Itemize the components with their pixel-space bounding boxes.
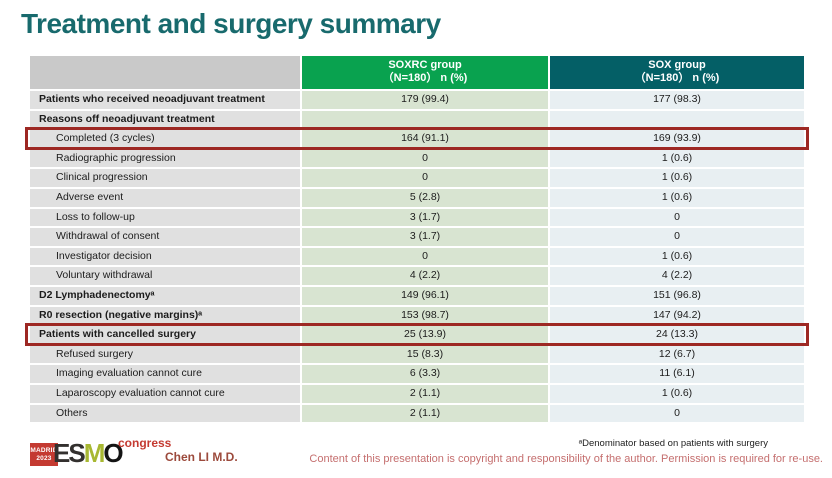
table-row: Loss to follow-up 3 (1.7) 0 [30, 208, 804, 227]
row-label: Radiographic progression [30, 149, 300, 168]
sox-value: 0 [550, 404, 804, 423]
row-label: Reasons off neoadjuvant treatment [30, 110, 300, 129]
sox-value: 151 (96.8) [550, 286, 804, 305]
copyright-notice: Content of this presentation is copyrigh… [309, 453, 823, 465]
sox-value [550, 110, 804, 129]
soxrc-value: 5 (2.8) [302, 188, 548, 207]
sox-value: 177 (98.3) [550, 91, 804, 109]
presenter-name: Chen LI M.D. [165, 450, 238, 464]
sox-value: 169 (93.9) [550, 130, 804, 148]
sox-value: 12 (6.7) [550, 345, 804, 364]
sox-value: 1 (0.6) [550, 169, 804, 187]
soxrc-value: 25 (13.9) [302, 326, 548, 344]
row-label: Voluntary withdrawal [30, 267, 300, 285]
soxrc-value: 164 (91.1) [302, 130, 548, 148]
row-label: Patients who received neoadjuvant treatm… [30, 91, 300, 109]
row-label: Others [30, 404, 300, 423]
header-cell-soxrc: SOXRC group （N=180） n (%) [302, 56, 548, 89]
sox-value: 1 (0.6) [550, 149, 804, 168]
soxrc-value: 0 [302, 149, 548, 168]
table-row: Adverse event 5 (2.8) 1 (0.6) [30, 188, 804, 207]
sox-group-name: SOX group [648, 59, 706, 71]
sox-value: 147 (94.2) [550, 306, 804, 325]
soxrc-value: 149 (96.1) [302, 286, 548, 305]
year-label: 2023 [36, 455, 52, 462]
summary-table: SOXRC group （N=180） n (%) SOX group （N=1… [25, 56, 809, 424]
table-row: Others 2 (1.1) 0 [30, 404, 804, 423]
soxrc-value: 6 (3.3) [302, 365, 548, 383]
sox-value: 24 (13.3) [550, 326, 804, 344]
madrid-label: MADRID [30, 447, 58, 454]
table-row: Voluntary withdrawal 4 (2.2) 4 (2.2) [30, 267, 804, 285]
esmo-letter: E [53, 438, 70, 468]
esmo-wordmark: ESMO [53, 438, 124, 468]
sox-group-sub: （N=180） n (%) [634, 72, 720, 84]
soxrc-value: 0 [302, 169, 548, 187]
table-row: Imaging evaluation cannot cure 6 (3.3) 11 … [30, 365, 804, 383]
table-row: Withdrawal of consent 3 (1.7) 0 [30, 228, 804, 246]
table-row: Investigator decision 0 1 (0.6) [30, 247, 804, 266]
sox-value: 4 (2.2) [550, 267, 804, 285]
table-row: Reasons off neoadjuvant treatment [30, 110, 804, 129]
table-body: Patients who received neoadjuvant treatm… [25, 91, 809, 423]
denominator-footnote: ᵃDenominator based on patients with surg… [578, 438, 768, 449]
header-cell-blank [30, 56, 300, 89]
header-cell-sox: SOX group （N=180） n (%) [550, 56, 804, 89]
table-row: Completed (3 cycles) 164 (91.1) 169 (93.9) [25, 127, 809, 150]
table-row: R0 resection (negative margins)ᵃ 153 (98.… [30, 306, 804, 325]
row-label: R0 resection (negative margins)ᵃ [30, 306, 300, 325]
soxrc-value: 0 [302, 247, 548, 266]
sox-value: 11 (6.1) [550, 365, 804, 383]
row-label: Loss to follow-up [30, 208, 300, 227]
table-row: Refused surgery 15 (8.3) 12 (6.7) [30, 345, 804, 364]
sox-value: 1 (0.6) [550, 247, 804, 266]
soxrc-value: 179 (99.4) [302, 91, 548, 109]
row-label: Imaging evaluation cannot cure [30, 365, 300, 383]
soxrc-group-sub: （N=180） n (%) [382, 72, 468, 84]
soxrc-value: 153 (98.7) [302, 306, 548, 325]
sox-value: 0 [550, 228, 804, 246]
soxrc-value: 3 (1.7) [302, 228, 548, 246]
row-label: Laparoscopy evaluation cannot cure [30, 384, 300, 403]
row-label: Investigator decision [30, 247, 300, 266]
soxrc-value: 15 (8.3) [302, 345, 548, 364]
table-row: Patients who received neoadjuvant treatm… [30, 91, 804, 109]
esmo-letter: S [68, 438, 85, 468]
soxrc-value: 2 (1.1) [302, 404, 548, 423]
row-label: Adverse event [30, 188, 300, 207]
soxrc-group-name: SOXRC group [388, 59, 462, 71]
soxrc-value: 2 (1.1) [302, 384, 548, 403]
row-label: D2 Lymphadenectomyᵃ [30, 286, 300, 305]
soxrc-value: 3 (1.7) [302, 208, 548, 227]
page-title: Treatment and surgery summary [21, 8, 441, 39]
table-row: Radiographic progression 0 1 (0.6) [30, 149, 804, 168]
table-row: Patients with cancelled surgery 25 (13.9)… [25, 323, 809, 346]
table-header-row: SOXRC group （N=180） n (%) SOX group （N=1… [30, 56, 804, 89]
esmo-letter: O [103, 438, 123, 468]
row-label: Completed (3 cycles) [30, 130, 300, 148]
table-row: D2 Lymphadenectomyᵃ 149 (96.1) 151 (96.8) [30, 286, 804, 305]
sox-value: 0 [550, 208, 804, 227]
row-label: Withdrawal of consent [30, 228, 300, 246]
row-label: Clinical progression [30, 169, 300, 187]
soxrc-value: 4 (2.2) [302, 267, 548, 285]
madrid-2023-badge: MADRID 2023 [30, 443, 58, 466]
sox-value: 1 (0.6) [550, 188, 804, 207]
row-label: Patients with cancelled surgery [30, 326, 300, 344]
esmo-congress-logo: MADRID 2023 ESMO congress [30, 436, 172, 474]
congress-label: congress [118, 436, 172, 450]
table-row: Laparoscopy evaluation cannot cure 2 (1.1… [30, 384, 804, 403]
soxrc-value [302, 110, 548, 129]
row-label: Refused surgery [30, 345, 300, 364]
esmo-letter: M [83, 438, 106, 468]
table-row: Clinical progression 0 1 (0.6) [30, 169, 804, 187]
sox-value: 1 (0.6) [550, 384, 804, 403]
